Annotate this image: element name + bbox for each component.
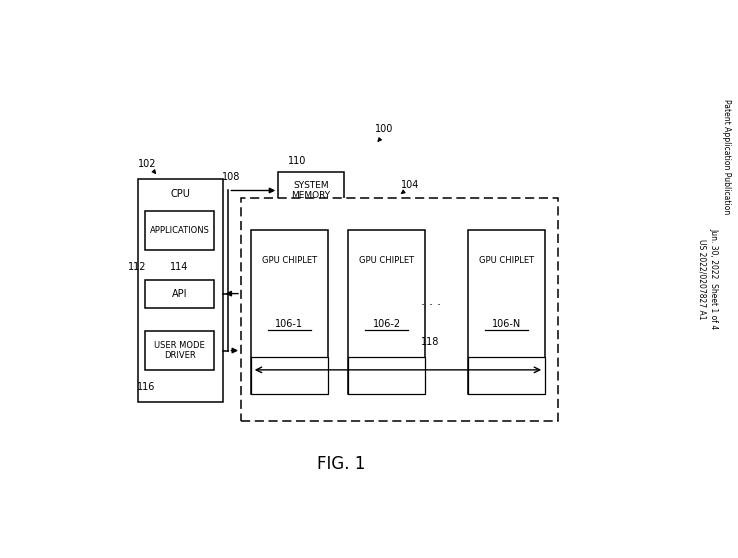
- Bar: [468, 230, 545, 393]
- Text: Jun. 30, 2022  Sheet 1 of 4: Jun. 30, 2022 Sheet 1 of 4: [710, 228, 719, 330]
- Bar: [241, 198, 559, 421]
- Bar: [145, 331, 214, 370]
- Text: US 2022/0207827 A1: US 2022/0207827 A1: [697, 239, 706, 319]
- Text: 116: 116: [137, 382, 155, 392]
- Text: 100: 100: [375, 124, 393, 134]
- Bar: [348, 230, 425, 393]
- Text: 110: 110: [288, 156, 306, 166]
- Text: 102: 102: [138, 158, 156, 169]
- Text: 106-2: 106-2: [373, 319, 401, 329]
- Bar: [145, 211, 214, 249]
- Bar: [145, 280, 214, 307]
- Bar: [468, 357, 545, 393]
- Text: GPU CHIPLET: GPU CHIPLET: [359, 256, 414, 265]
- Text: Patent Application Publication: Patent Application Publication: [723, 99, 731, 214]
- Bar: [278, 172, 344, 209]
- Text: . . .: . . .: [421, 295, 441, 307]
- Bar: [348, 357, 425, 393]
- Text: 108: 108: [221, 171, 240, 181]
- Text: 106-1: 106-1: [275, 319, 303, 329]
- Text: 112: 112: [128, 262, 146, 272]
- Text: 106-N: 106-N: [492, 319, 521, 329]
- Bar: [251, 230, 328, 393]
- Text: 104: 104: [401, 180, 419, 190]
- Text: 118: 118: [421, 337, 439, 347]
- Text: USER MODE
DRIVER: USER MODE DRIVER: [154, 341, 205, 360]
- Text: SYSTEM
MEMORY: SYSTEM MEMORY: [292, 181, 331, 200]
- Bar: [251, 357, 328, 393]
- Text: CPU: CPU: [170, 189, 190, 199]
- Bar: [138, 179, 223, 402]
- Text: 114: 114: [170, 262, 188, 272]
- Text: APPLICATIONS: APPLICATIONS: [150, 226, 210, 235]
- Text: GPU CHIPLET: GPU CHIPLET: [262, 256, 317, 265]
- Text: API: API: [172, 288, 187, 299]
- Text: GPU CHIPLET: GPU CHIPLET: [479, 256, 534, 265]
- Text: FIG. 1: FIG. 1: [317, 455, 365, 473]
